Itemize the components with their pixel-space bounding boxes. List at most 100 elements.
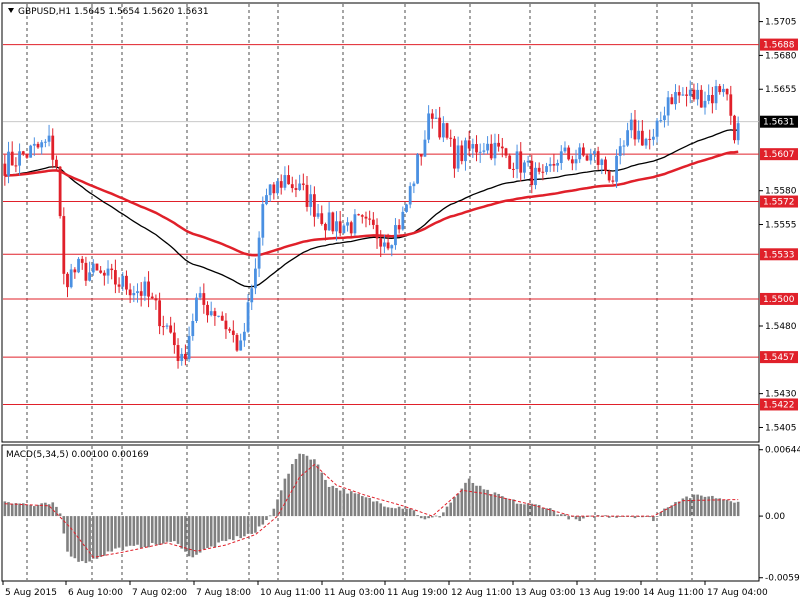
macd-bar [666, 507, 670, 517]
macd-bar [729, 501, 733, 517]
candle-body [290, 184, 294, 189]
macd-bar [733, 502, 736, 517]
candle-body [600, 159, 604, 165]
macd-bar [184, 516, 187, 552]
candle-body [180, 353, 184, 361]
macd-bar [338, 490, 342, 517]
macd-bar [394, 508, 397, 517]
candle-body [99, 270, 103, 273]
macd-bar [574, 516, 578, 520]
macd-bar [257, 516, 261, 527]
candle-body [581, 147, 585, 156]
macd-bar [154, 516, 158, 545]
macd-bar [349, 491, 353, 517]
macd-bar [95, 516, 99, 559]
macd-bar [324, 479, 327, 517]
candle-body [25, 154, 29, 158]
candle-body [371, 219, 375, 225]
price-level-label: 1.5500 [763, 295, 795, 305]
macd-bar [36, 504, 40, 517]
candle-body [150, 296, 154, 299]
macd-bar [648, 516, 652, 518]
macd-bar [58, 513, 62, 517]
candle-body [132, 293, 136, 296]
macd-bar [290, 464, 294, 517]
candle-body [128, 289, 132, 296]
candle-body [88, 272, 91, 281]
macd-bar [298, 453, 301, 517]
macd-bar [696, 494, 699, 517]
macd-bar [14, 503, 18, 517]
candle-body [563, 147, 567, 152]
candle-body [360, 215, 364, 217]
candle-body [618, 146, 622, 156]
candle-body [357, 214, 361, 216]
candle-body [21, 151, 25, 155]
macd-bar [674, 502, 677, 517]
macd-bar [161, 516, 165, 544]
price-level-label: 1.5422 [763, 400, 795, 410]
candle-body [338, 221, 342, 234]
candle-body [113, 270, 117, 285]
candle-body [652, 136, 655, 140]
price-tick-label: 1.5405 [765, 423, 797, 433]
candle-body [379, 238, 383, 247]
candle-body [198, 293, 202, 298]
macd-bar [379, 503, 383, 517]
macd-bar [618, 516, 622, 517]
candle-body [497, 142, 501, 147]
time-label: 10 Aug 11:00 [260, 588, 321, 598]
candle-body [3, 163, 7, 176]
price-panel[interactable]: 1.5705 1.5680 1.5655 1.5580 1.5555 1.5480 1.54… [1, 2, 798, 443]
macd-bar [51, 502, 55, 517]
candle-body [707, 94, 711, 101]
macd-bar [390, 507, 394, 517]
price-level-tag [760, 351, 798, 364]
candle-body [441, 123, 445, 138]
candle-body [500, 146, 504, 149]
dropdown-triangle-icon[interactable] [8, 8, 14, 13]
candle-body [629, 119, 633, 131]
macd-bar [416, 515, 419, 517]
candle-body [408, 186, 412, 205]
candle-body [47, 135, 51, 142]
candle-body [725, 88, 729, 95]
macd-bar [548, 508, 552, 517]
candle-body [471, 144, 475, 149]
candle-body [615, 155, 618, 182]
macd-bar [736, 501, 740, 517]
macd-bar [77, 516, 80, 562]
candle-body [106, 268, 110, 276]
candle-body [217, 315, 220, 317]
candle-body [147, 281, 150, 297]
candle-body [335, 221, 338, 232]
candle-body [261, 204, 265, 238]
candle-body [655, 120, 659, 137]
macd-bar [530, 503, 534, 517]
macd-bar [582, 516, 585, 519]
macd-bar [110, 516, 114, 552]
candle-body [250, 288, 254, 303]
candle-body [331, 212, 335, 232]
macd-bar [364, 497, 368, 517]
macd-panel[interactable]: 0.00644 0.00 -0.00598 MACD(5,34,5) 0.00100… [1, 444, 800, 584]
candle-body [40, 142, 44, 148]
candle-body [102, 272, 106, 276]
macd-bar [652, 516, 655, 522]
candle-body [644, 138, 648, 146]
candle-body [434, 117, 438, 119]
macd-bar [62, 516, 66, 534]
macd-bar [342, 488, 346, 517]
macd-bar [198, 516, 202, 553]
macd-bar [268, 515, 272, 517]
time-label: 13 Aug 03:00 [515, 588, 576, 598]
macd-bar [497, 493, 500, 517]
price-tick-label: 1.5580 [765, 187, 797, 197]
macd-bar [641, 516, 644, 518]
macd-tick-label: 0.00644 [765, 446, 800, 456]
candle-body [640, 130, 644, 146]
candle-body [364, 216, 368, 219]
candle-body [467, 140, 471, 149]
candle-body [342, 225, 346, 234]
